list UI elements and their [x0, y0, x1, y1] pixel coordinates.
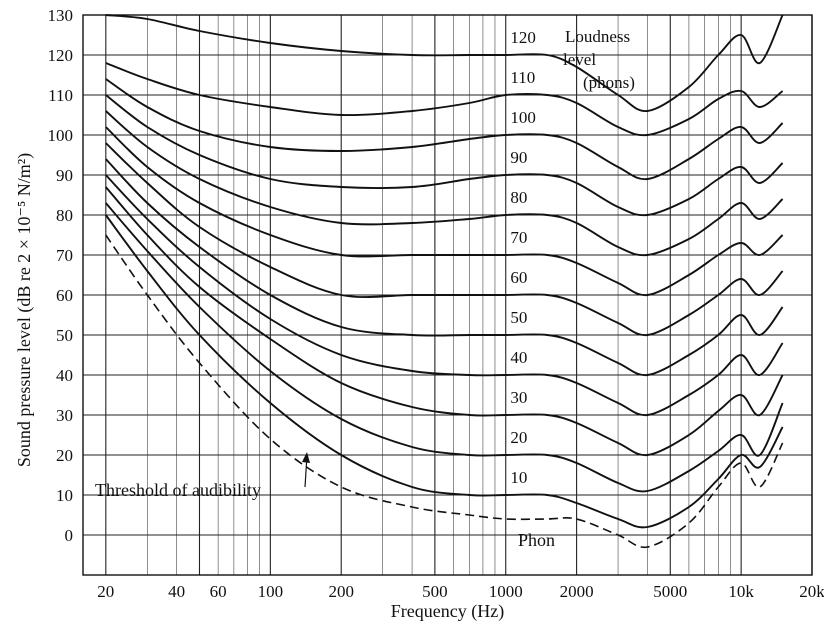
- series-label-110: 110: [510, 68, 535, 87]
- x-tick-label: 2000: [560, 582, 594, 601]
- x-tick-label: 40: [168, 582, 185, 601]
- y-axis-title: Sound pressure level (dB re 2 × 10⁻⁵ N/m…: [14, 153, 35, 467]
- plot-frame: [82, 14, 813, 576]
- series-label-60: 60: [510, 268, 527, 287]
- series-label-70: 70: [510, 228, 527, 247]
- y-tick-label: 10: [56, 486, 73, 505]
- series-label-100: 100: [510, 108, 536, 127]
- x-axis-title: Frequency (Hz): [391, 601, 504, 622]
- x-tick-label: 200: [328, 582, 354, 601]
- y-tick-label: 120: [48, 46, 74, 65]
- loudness-curve-20: [105, 202, 784, 493]
- loudness-curve-120: [105, 14, 784, 112]
- x-axis-ticks: 20 40 60 100 200 500 1000 2000 5000 10k 20k: [97, 582, 824, 601]
- y-tick-label: 30: [56, 406, 73, 425]
- y-tick-label: 110: [48, 86, 73, 105]
- loudness-curve-90: [105, 94, 784, 217]
- y-tick-label: 50: [56, 326, 73, 345]
- y-tick-label: 40: [56, 366, 73, 385]
- loudness-curve-30: [105, 186, 784, 457]
- series-labels: 10 20 30 40 50 60 70 80 90 100 110 120: [510, 28, 536, 487]
- series-label-80: 80: [510, 188, 527, 207]
- y-tick-label: 100: [48, 126, 74, 145]
- series-label-10: 10: [510, 468, 527, 487]
- y-tick-label: 70: [56, 246, 73, 265]
- threshold-annotation: Threshold of audibility: [95, 480, 261, 500]
- series-label-40: 40: [510, 348, 527, 367]
- loudness-curve-80: [105, 110, 784, 257]
- loudness-curve-100: [105, 78, 784, 181]
- loudness-curve-10: [105, 214, 784, 529]
- x-tick-label: 60: [210, 582, 227, 601]
- y-tick-label: 80: [56, 206, 73, 225]
- y-tick-label: 130: [48, 6, 74, 25]
- y-axis-ticks: 0 10 20 30 40 50 60 70 80 90 100 110 120 130: [48, 6, 74, 545]
- series-label-120: 120: [510, 28, 536, 47]
- x-tick-label: 1000: [489, 582, 523, 601]
- legend-title-line-2: level: [563, 50, 596, 69]
- x-tick-label: 20: [97, 582, 114, 601]
- series-layer: [105, 14, 784, 549]
- series-label-90: 90: [510, 148, 527, 167]
- x-tick-label: 20k: [799, 582, 824, 601]
- x-tick-label: 5000: [653, 582, 687, 601]
- y-tick-label: 20: [56, 446, 73, 465]
- y-tick-label: 90: [56, 166, 73, 185]
- legend-title: Loudness level (phons): [563, 27, 635, 92]
- loudness-curve-70: [105, 126, 784, 297]
- loudness-curve-40: [105, 174, 784, 417]
- loudness-curve-50: [105, 158, 784, 377]
- series-label-20: 20: [510, 428, 527, 447]
- loudness-curve-110: [105, 62, 784, 137]
- series-label-50: 50: [510, 308, 527, 327]
- threshold-curve: [105, 234, 784, 549]
- legend-title-line-3: (phons): [583, 73, 635, 92]
- x-tick-label: 100: [258, 582, 284, 601]
- x-tick-label: 500: [422, 582, 448, 601]
- legend-title-line-1: Loudness: [565, 27, 630, 46]
- phon-annotation: Phon: [518, 530, 555, 550]
- y-tick-label: 0: [65, 526, 74, 545]
- y-tick-label: 60: [56, 286, 73, 305]
- series-label-30: 30: [510, 388, 527, 407]
- threshold-annotation-arrowhead: [302, 452, 310, 463]
- loudness-curve-60: [105, 142, 784, 337]
- x-tick-label: 10k: [728, 582, 754, 601]
